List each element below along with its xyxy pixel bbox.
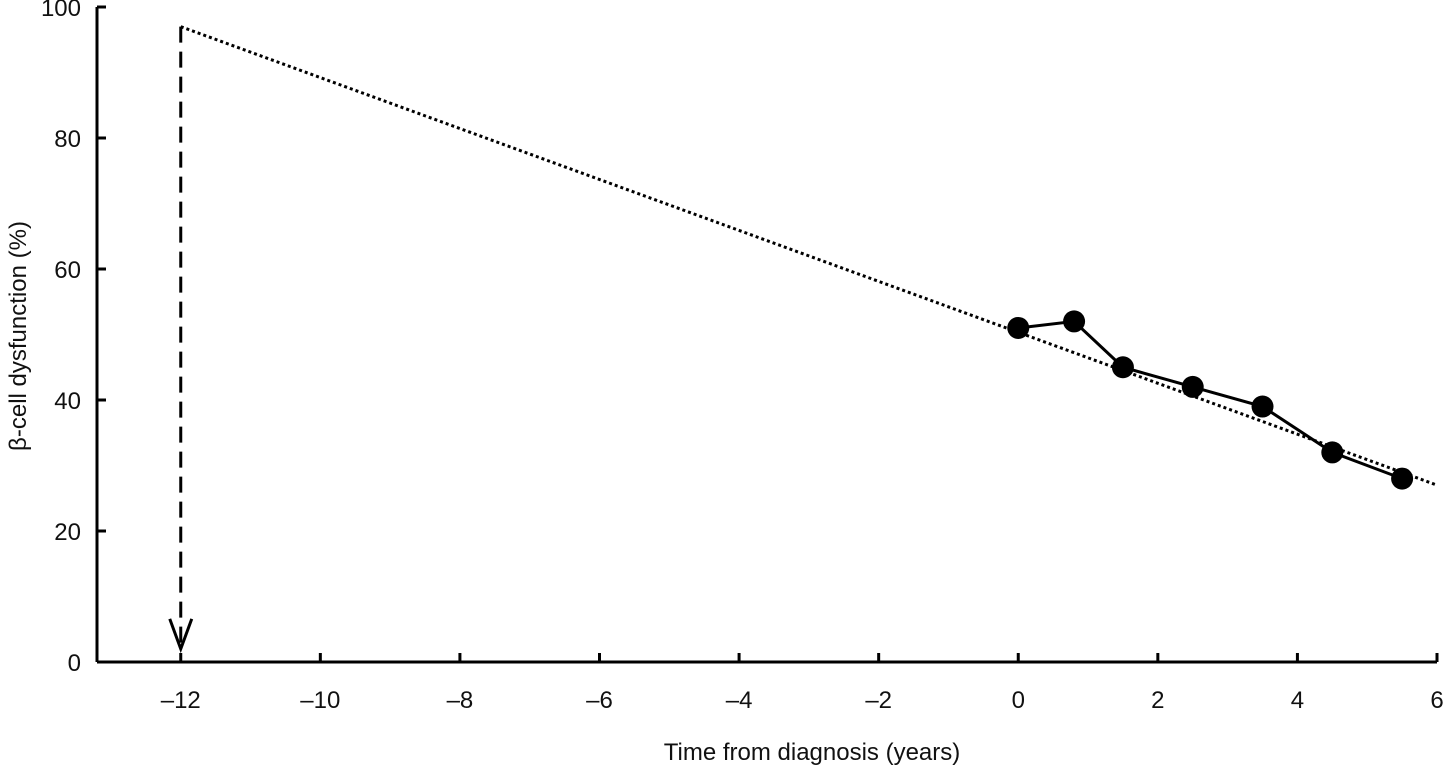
- axes: [95, 5, 1439, 664]
- y-tick-label: 100: [41, 0, 81, 22]
- x-tick-label: –2: [865, 687, 892, 714]
- data-point: [1181, 375, 1204, 398]
- data-point: [1063, 310, 1086, 333]
- data-point: [1391, 467, 1414, 490]
- arrow-head: [168, 618, 194, 654]
- x-tick-label: –4: [726, 687, 753, 714]
- x-tick-label: –12: [161, 687, 201, 714]
- y-tick-label: 60: [54, 257, 81, 284]
- x-axis-title: Time from diagnosis (years): [664, 739, 961, 766]
- x-tick-label: –10: [300, 687, 340, 714]
- x-tick-label: 6: [1430, 687, 1443, 714]
- data-point: [1321, 441, 1344, 464]
- y-tick-label: 0: [68, 650, 81, 677]
- tick-labels-layer: 0 20 40 60 80 100 –12 –10 –8 –6 –4 –2 0 2 4 6: [41, 0, 1444, 714]
- x-tick-label: 4: [1291, 687, 1304, 714]
- data-point: [1007, 316, 1030, 339]
- annotation-arrow-layer: [168, 26, 194, 654]
- x-tick-label: 0: [1012, 687, 1025, 714]
- x-tick-label: –8: [447, 687, 474, 714]
- data-point: [1251, 395, 1274, 418]
- trend-line-layer: [180, 25, 1438, 487]
- y-tick-label: 80: [54, 126, 81, 153]
- x-tick-label: 2: [1151, 687, 1164, 714]
- data-point: [1111, 356, 1134, 379]
- trend-line: [180, 25, 1438, 487]
- x-tick-label: –6: [586, 687, 613, 714]
- y-axis-title: β-cell dysfunction (%): [5, 221, 32, 451]
- series-line: [1018, 319, 1403, 481]
- y-tick-label: 20: [54, 519, 81, 546]
- data-series-layer: [1007, 310, 1414, 490]
- y-tick-label: 40: [54, 388, 81, 415]
